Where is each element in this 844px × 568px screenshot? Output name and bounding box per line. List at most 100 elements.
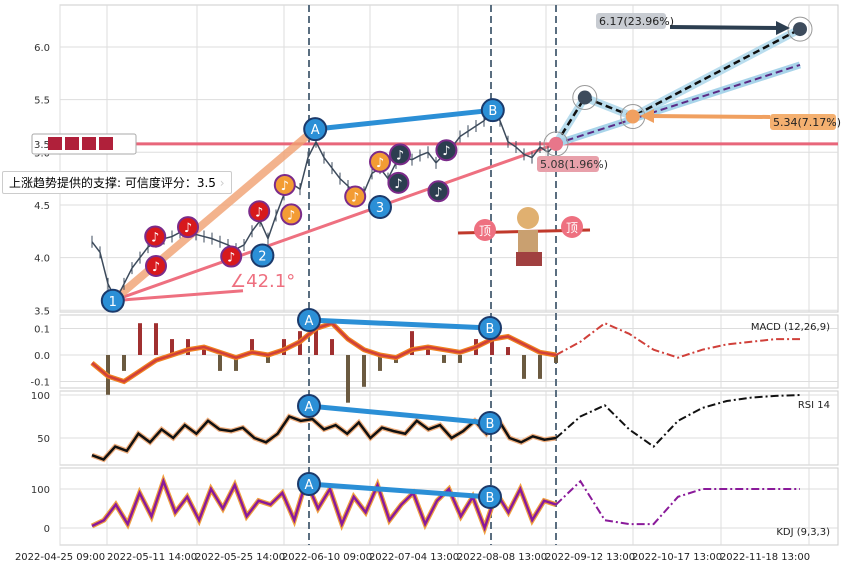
pivot-marker: B <box>480 98 505 123</box>
support-score: 3.5 <box>34 140 50 151</box>
note-marker: ♪ <box>344 185 367 208</box>
macd-histogram-bar <box>266 355 270 363</box>
x-tick-label: 2022-10-17 13:00 <box>632 552 722 563</box>
note-circle <box>145 255 167 278</box>
macd-histogram-bar <box>410 331 414 355</box>
note-marker: ♪ <box>273 173 296 196</box>
y-tick-label: 5.5 <box>34 96 50 107</box>
y-tick-label: 6.0 <box>34 43 50 54</box>
mascot-head <box>517 207 539 229</box>
forecast-label-box <box>596 13 666 29</box>
angle-base-line <box>112 289 244 303</box>
pivot-circle <box>478 485 502 509</box>
pivot-circle <box>100 288 125 313</box>
pivot-label: B <box>486 491 495 506</box>
dog-mascot-icon <box>516 207 542 266</box>
macd-label: MACD (12,26,9) <box>751 322 830 333</box>
pivot-label: B <box>488 104 497 119</box>
pivot-circle <box>480 98 505 123</box>
music-note-icon: ♪ <box>287 208 295 223</box>
note-marker: ♪ <box>389 143 411 166</box>
mascot-body <box>518 230 538 252</box>
macd-histogram-bar <box>186 339 190 355</box>
rsi-tick-label: 50 <box>37 434 50 445</box>
macd-histogram-bar <box>154 323 158 355</box>
top-signal-label: 顶 <box>566 221 578 235</box>
star-rating-icon <box>99 137 113 150</box>
note-marker: ♪ <box>427 180 450 203</box>
music-note-icon: ♪ <box>442 144 450 159</box>
kdj-forecast-line <box>555 479 800 526</box>
arrow-6-17 <box>669 25 781 30</box>
pivot-label: A <box>305 478 314 493</box>
forecast-point <box>577 90 592 105</box>
x-tick-label: 2022-04-25 09:00 <box>15 552 105 563</box>
music-note-icon: ♪ <box>227 251 235 266</box>
macd-histogram-bar <box>250 339 254 355</box>
support-level-badge: 3.5 <box>31 133 137 155</box>
top-signal-label: 顶 <box>479 224 491 238</box>
forecast-point <box>549 136 563 151</box>
note-circle <box>435 139 458 162</box>
music-note-icon: ♪ <box>434 185 442 200</box>
note-circle <box>387 171 410 194</box>
trend-support-line <box>112 142 557 303</box>
macd-histogram-bar <box>522 355 526 379</box>
pivot-circle <box>297 308 321 332</box>
note-marker: ♪ <box>248 200 271 223</box>
pivot-circle <box>368 195 392 220</box>
y-tick-label: 3.5 <box>34 306 50 317</box>
y-tick-label: 4.5 <box>34 201 50 212</box>
y-tick-label: 4.0 <box>34 254 50 265</box>
macd-histogram-bar <box>122 355 126 371</box>
macd-histogram-bar <box>426 347 430 355</box>
top-signal-circle <box>561 216 583 238</box>
forecast-label: 5.34(7.17%) <box>773 116 841 129</box>
kdj-label: KDJ (9,3,3) <box>776 527 830 538</box>
pivot-circle <box>303 117 328 142</box>
music-note-icon: ♪ <box>152 260 160 275</box>
macd-histogram-bar <box>538 355 542 379</box>
music-note-icon: ♪ <box>394 177 402 192</box>
forecast-label-box <box>770 114 836 130</box>
pivot-circle <box>297 472 321 496</box>
music-note-icon: ♪ <box>351 191 359 206</box>
forecast-label-box <box>537 156 599 172</box>
kdj-tick-label: 100 <box>31 485 50 496</box>
pivot-label: B <box>486 322 495 337</box>
support-note: 上涨趋势提供的支撑: 可信度评分：3.5 › <box>2 171 232 194</box>
x-tick-label: 2022-07-04 13:00 <box>369 552 459 563</box>
pivot-label: 2 <box>258 249 266 264</box>
arrow-right-icon: › <box>219 176 225 190</box>
forecast-label: 6.17(23.96%) <box>599 15 674 28</box>
note-circle <box>248 200 271 223</box>
music-note-icon: ♪ <box>184 221 192 236</box>
x-tick-label: 2022-08-08 13:00 <box>457 552 547 563</box>
mascot-legs <box>516 252 542 266</box>
forecast-point <box>625 109 640 124</box>
macd-histogram-bar <box>506 347 510 355</box>
macd-histogram-bar <box>346 355 350 403</box>
macd-histogram-bar <box>554 355 558 363</box>
note-circle <box>369 150 391 173</box>
note-marker: ♪ <box>144 225 167 248</box>
music-note-icon: ♪ <box>255 205 263 220</box>
macd-tick-label: 0.0 <box>34 351 50 362</box>
star-rating-icon <box>48 137 62 150</box>
note-circle <box>344 185 367 208</box>
macd-histogram-bar <box>138 323 142 355</box>
macd-histogram-bar <box>458 355 462 363</box>
macd-histogram-bar <box>202 347 206 355</box>
pivot-circle <box>478 316 502 340</box>
rsi-label: RSI 14 <box>798 400 830 411</box>
macd-histogram-bar <box>490 331 494 355</box>
note-marker: ♪ <box>280 203 303 226</box>
forecast-label: 5.08(1.96%) <box>540 158 608 171</box>
macd-tick-label: -0.1 <box>30 378 50 389</box>
note-marker: ♪ <box>177 216 199 239</box>
note-circle <box>144 225 167 248</box>
x-tick-label: 2022-09-12 13:00 <box>545 552 635 563</box>
forecast-ring <box>572 85 598 111</box>
